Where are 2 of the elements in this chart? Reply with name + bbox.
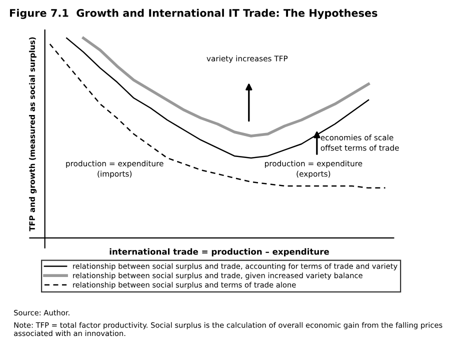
chart-title: Figure 7.1 Growth and International IT Trade: The Hypotheses (10, 8, 378, 20)
x-axis-title: international trade = production – expenditure (110, 248, 329, 256)
